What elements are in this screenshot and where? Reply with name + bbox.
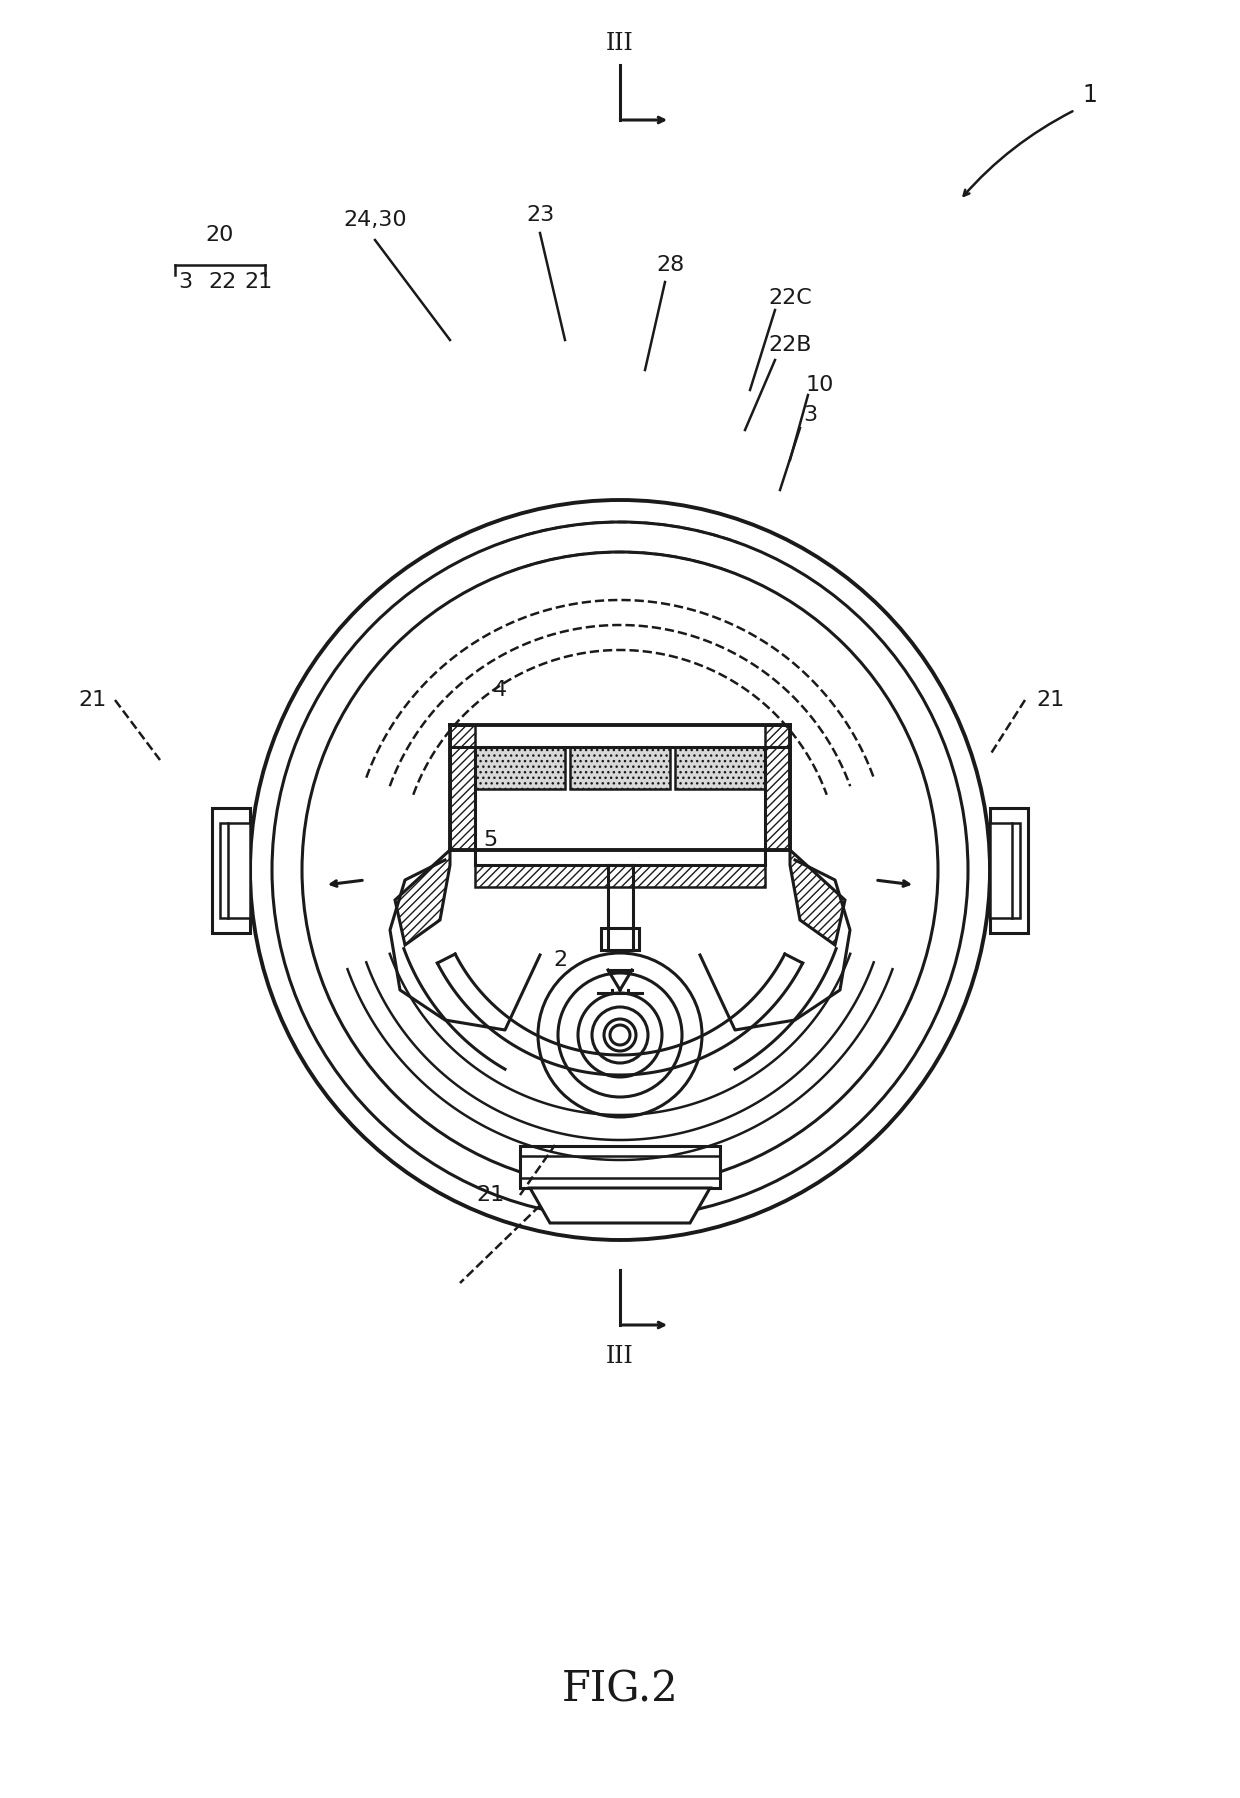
Bar <box>520 1145 720 1188</box>
Text: 20: 20 <box>206 225 234 245</box>
Bar <box>475 746 565 789</box>
Text: III: III <box>606 1345 634 1368</box>
Text: 3: 3 <box>177 271 192 291</box>
Text: 23: 23 <box>526 205 554 225</box>
Bar <box>212 807 250 933</box>
Bar <box>765 725 790 850</box>
Text: 21: 21 <box>78 690 107 710</box>
Bar <box>601 928 639 949</box>
Text: 28: 28 <box>656 255 684 275</box>
Text: 4: 4 <box>494 680 507 699</box>
Text: 24,30: 24,30 <box>343 210 407 230</box>
Text: III: III <box>606 32 634 56</box>
Text: 22: 22 <box>208 271 236 291</box>
Text: 21: 21 <box>1035 690 1064 710</box>
Bar <box>219 822 250 917</box>
Bar <box>450 725 475 850</box>
Polygon shape <box>790 850 844 946</box>
Text: 22B: 22B <box>769 334 812 354</box>
Bar <box>675 746 765 789</box>
Polygon shape <box>396 850 450 946</box>
Text: 2: 2 <box>553 949 567 969</box>
Bar <box>570 746 670 789</box>
Text: 5: 5 <box>482 831 497 850</box>
Text: FIG.2: FIG.2 <box>562 1669 678 1712</box>
Text: 22C: 22C <box>768 288 812 307</box>
Text: 10: 10 <box>806 376 835 396</box>
Text: 1: 1 <box>1083 83 1097 108</box>
Bar <box>990 822 1021 917</box>
Bar <box>475 865 765 886</box>
Text: 21: 21 <box>244 271 272 291</box>
Polygon shape <box>529 1188 711 1223</box>
Bar <box>990 807 1028 933</box>
Text: 3: 3 <box>804 405 817 424</box>
Text: 21: 21 <box>476 1185 505 1205</box>
